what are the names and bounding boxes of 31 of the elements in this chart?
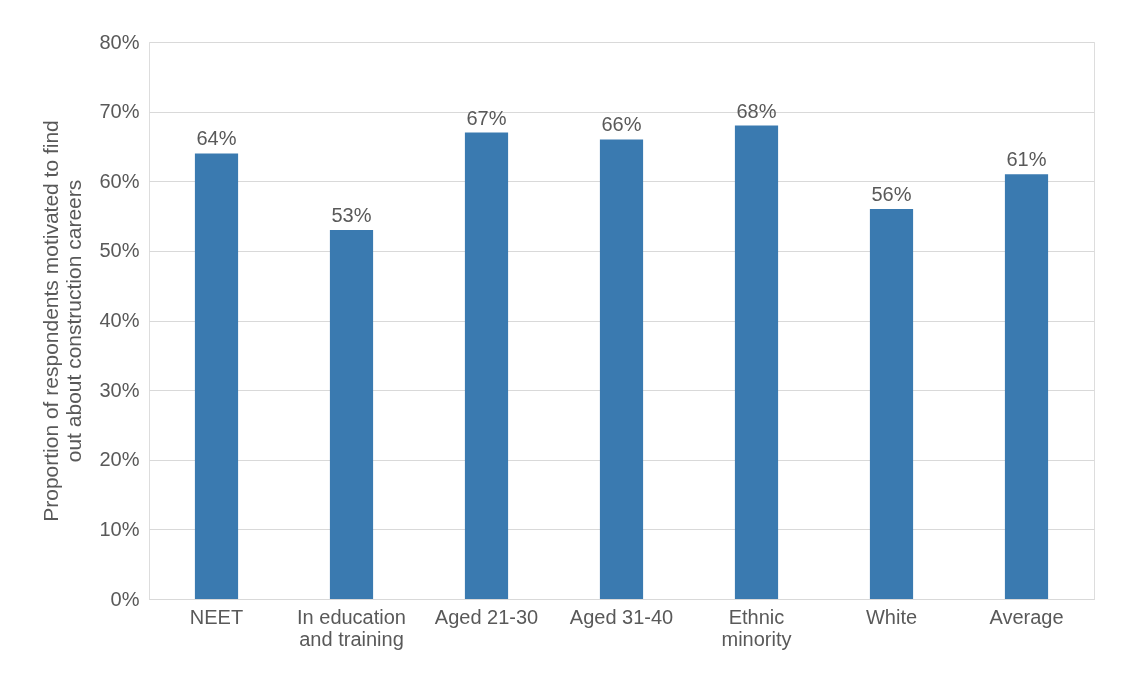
data-label: 53%	[331, 203, 372, 226]
x-tick-label: In education and training	[297, 605, 406, 650]
data-label: 66%	[601, 113, 642, 136]
bar	[599, 139, 644, 599]
y-tick-label: 60%	[99, 169, 140, 192]
y-tick-label: 30%	[99, 378, 140, 401]
bar	[1004, 174, 1049, 599]
y-tick-label: 20%	[99, 448, 140, 471]
bar	[869, 209, 914, 599]
x-tick-label: Ethnic minority	[721, 605, 792, 650]
y-tick-label: 40%	[99, 309, 140, 331]
x-tick-label: Aged 31-40	[569, 605, 674, 628]
y-tick-label: 0%	[110, 587, 140, 610]
bar	[734, 125, 779, 599]
bar	[194, 153, 239, 599]
x-tick-label: NEET	[189, 605, 244, 628]
data-label: 64%	[196, 127, 237, 150]
bar	[329, 229, 374, 599]
y-tick-label: 80%	[99, 30, 140, 53]
data-label: 67%	[466, 106, 507, 129]
data-label: 68%	[736, 99, 777, 122]
data-label: 56%	[871, 183, 912, 206]
y-tick-label: 50%	[99, 239, 140, 262]
y-tick-label: 70%	[99, 100, 140, 123]
x-tick-label: White	[865, 605, 918, 628]
y-axis-title: Proportion of respondents motivated to find out about construction careers	[39, 120, 86, 522]
x-tick-label: Aged 21-30	[434, 605, 539, 628]
x-tick-label: Average	[989, 605, 1064, 628]
bar	[464, 132, 509, 599]
y-tick-label: 10%	[99, 517, 140, 540]
data-label: 61%	[1006, 148, 1047, 171]
